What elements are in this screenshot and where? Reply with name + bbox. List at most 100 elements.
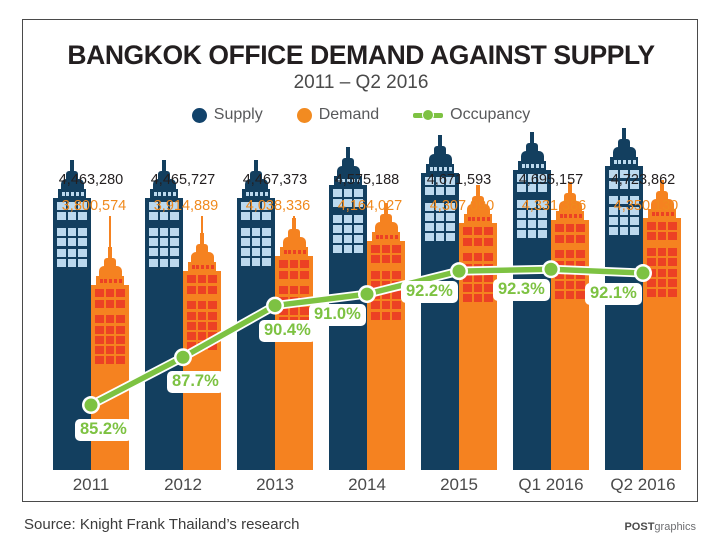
building-window-grid	[149, 227, 179, 267]
building-window-grid	[187, 301, 217, 351]
occupancy-value-label: 85.2%	[75, 419, 132, 441]
legend-item-occupancy: Occupancy	[413, 106, 530, 124]
building-window-grid	[517, 173, 547, 193]
building-window-grid	[95, 315, 125, 365]
building-top-windows	[613, 160, 636, 165]
legend-item-supply: Supply	[191, 106, 263, 124]
building-crown	[421, 134, 459, 199]
demand-value-label: 3,800,574	[61, 198, 127, 214]
building-spire	[108, 247, 112, 260]
building-cap-upper	[196, 244, 208, 254]
building-window-grid	[647, 222, 677, 241]
building-crown	[183, 233, 221, 298]
demand-value-label: 4,331,386	[521, 198, 587, 214]
building-cap-upper	[656, 191, 668, 201]
legend-label-demand: Demand	[318, 106, 380, 123]
value-leader-line	[200, 216, 204, 242]
building-crown	[513, 131, 551, 196]
building-window-grid	[371, 244, 401, 264]
building-cap-upper	[472, 196, 484, 206]
occupancy-value-label: 87.7%	[167, 371, 224, 394]
building-cap	[282, 237, 306, 249]
building-cap	[558, 201, 582, 213]
chart-plot-area: 4,463,280 3,800,574 2011 4,465,727 3,914,889…	[23, 20, 699, 503]
building-cap	[244, 178, 268, 190]
building-crown	[145, 159, 183, 224]
building-top-windows	[375, 234, 398, 239]
building-top-windows	[99, 279, 122, 284]
supply-value-label: 4,723,862	[610, 172, 676, 188]
building-cap-upper	[618, 139, 630, 149]
building-top-windows	[61, 192, 84, 197]
building-spire	[200, 233, 204, 246]
page-subtitle: 2011 – Q2 2016	[293, 72, 429, 93]
building-spire	[660, 180, 664, 193]
building-crown	[275, 218, 313, 283]
building-spire	[292, 218, 296, 231]
value-leader-line	[108, 216, 112, 256]
source-note: Source: Knight Frank Thailand’s research	[24, 516, 300, 533]
building-cap-upper	[250, 170, 262, 180]
occupancy-value-label: 91.0%	[309, 304, 366, 327]
building-spire	[438, 134, 442, 147]
building-window-grid	[425, 176, 455, 195]
building-window-grid	[95, 289, 125, 308]
occupancy-value-label: 92.2%	[401, 281, 458, 304]
building-cap	[336, 165, 360, 177]
building-spire	[622, 128, 626, 141]
building-top-windows	[429, 166, 452, 171]
demand-value-label: 4,350,130	[613, 198, 679, 214]
supply-swatch-icon	[191, 107, 207, 123]
x-axis-label: Q1 2016	[518, 475, 584, 494]
building-top-windows	[283, 250, 306, 255]
building-cap-upper	[434, 145, 446, 155]
building-spire	[162, 159, 166, 172]
supply-value-label: 4,671,593	[426, 172, 492, 188]
building-top-windows	[153, 191, 176, 196]
building-window-grid	[241, 201, 271, 220]
building-spire	[70, 160, 74, 173]
demand-value-label: 4,164,027	[337, 198, 403, 214]
building-cap-upper	[564, 193, 576, 203]
building-window-grid	[609, 170, 639, 189]
demand-value-label: 3,914,889	[153, 198, 219, 214]
building-window-grid	[555, 224, 585, 243]
building-window-grid	[333, 214, 363, 254]
building-window-grid	[609, 196, 639, 235]
building-top-windows	[245, 191, 268, 196]
supply-value-label: 4,463,280	[58, 172, 124, 188]
building-top-windows	[521, 163, 544, 168]
building-spire	[346, 146, 350, 159]
chart-legend: Supply Demand Occupancy	[23, 106, 699, 124]
building-crown	[367, 202, 405, 267]
building-crown	[53, 160, 91, 225]
building-window-grid	[57, 202, 87, 221]
building-spire	[254, 159, 258, 172]
building-top-windows	[651, 212, 674, 216]
building-cap	[650, 199, 674, 211]
publisher-credit: POSTgraphics	[624, 521, 696, 533]
building-crown	[91, 247, 129, 312]
building-window-grid	[425, 202, 455, 242]
building-crown	[551, 182, 589, 247]
building-spire	[568, 182, 572, 195]
building-cap-upper	[380, 213, 392, 223]
building-cap	[428, 153, 452, 165]
demand-swatch-icon	[296, 107, 312, 123]
building-window-grid	[279, 260, 309, 279]
x-axis-label: 2014	[348, 475, 386, 494]
x-axis-label: 2011	[72, 475, 110, 494]
building-window-grid	[149, 201, 179, 221]
building-crown	[237, 159, 275, 224]
building-window-grid	[463, 253, 493, 303]
building-cap	[190, 252, 214, 264]
page-title: BANGKOK OFFICE DEMAND AGAINST SUPPLY	[67, 40, 655, 70]
demand-value-label: 4,307,090	[429, 198, 495, 214]
legend-label-supply: Supply	[213, 106, 263, 123]
building-spire	[476, 185, 480, 198]
building-top-windows	[559, 214, 582, 219]
supply-value-label: 4,465,727	[150, 172, 216, 188]
building-crown	[605, 128, 643, 193]
building-spire	[384, 202, 388, 215]
building-cap	[612, 147, 636, 159]
